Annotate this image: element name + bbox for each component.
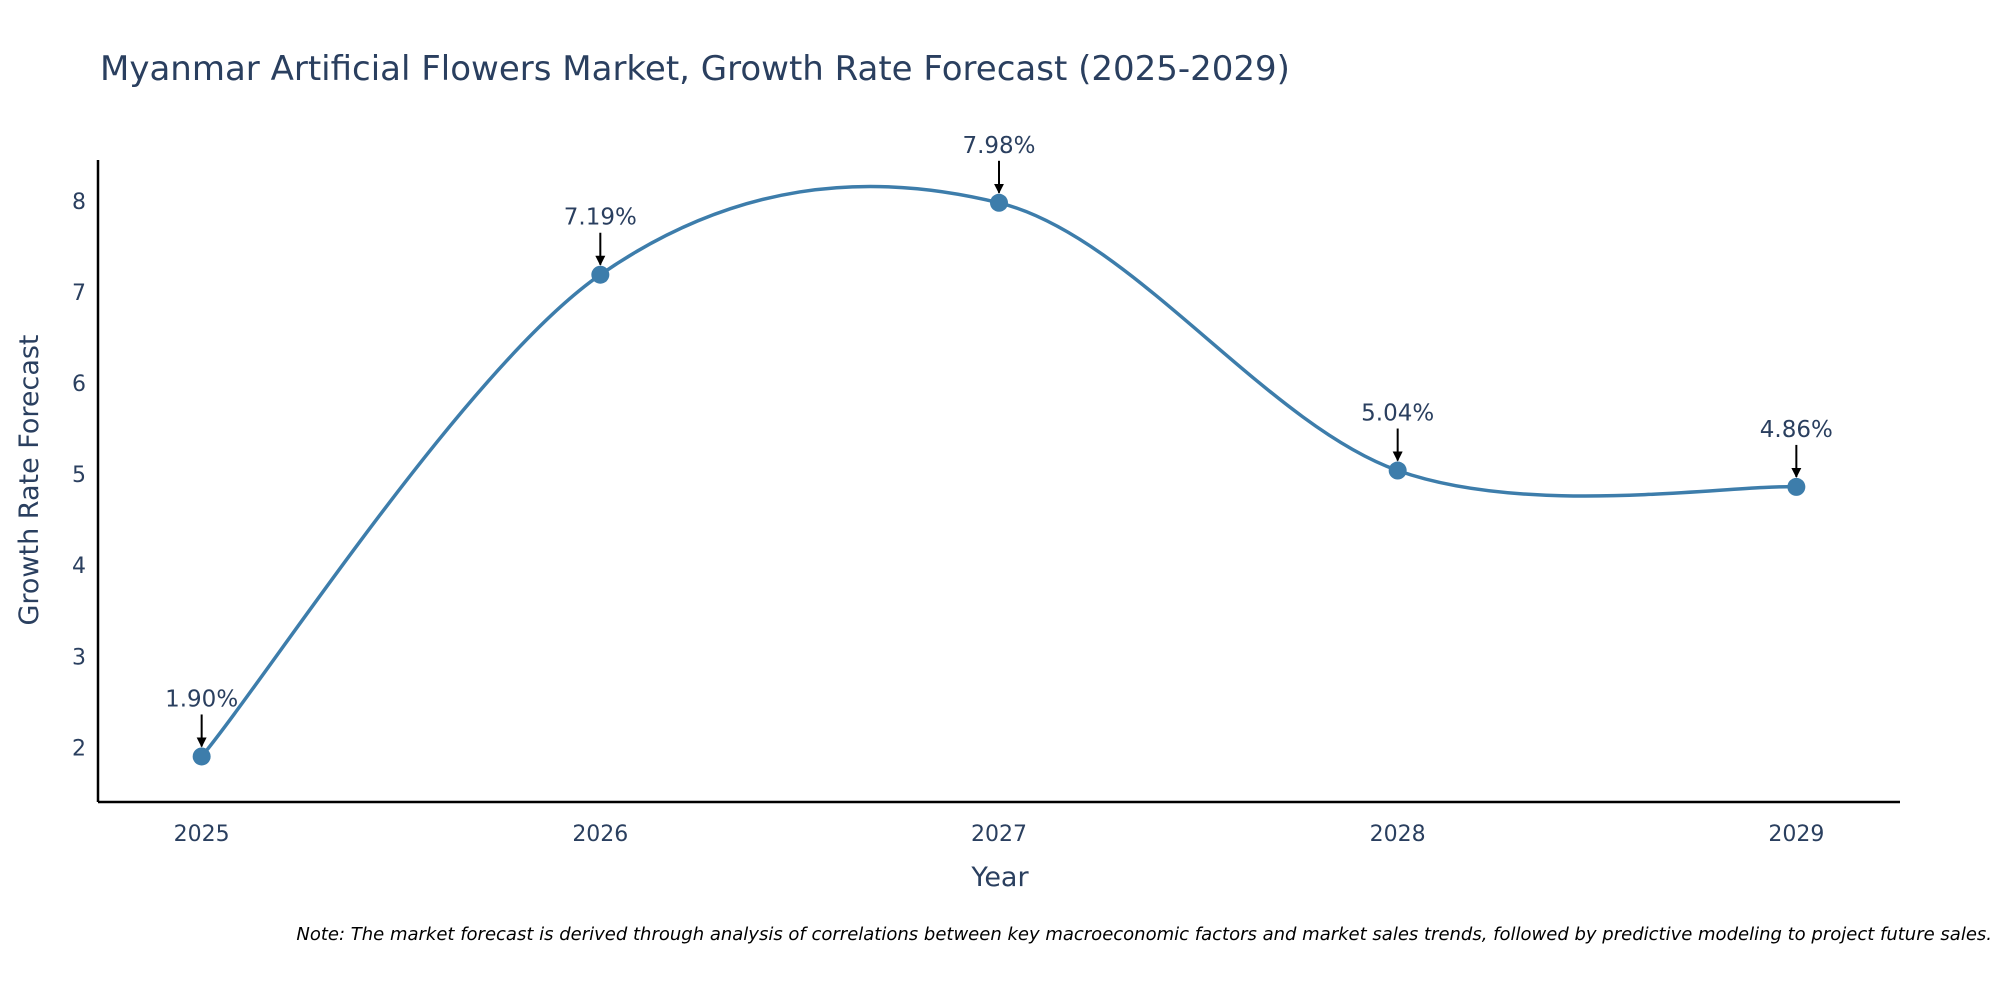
x-tick-label: 2029 [1768,822,1824,847]
x-tick-label: 2025 [174,822,230,847]
data-label: 5.04% [1361,401,1434,427]
x-tick-label: 2026 [572,822,628,847]
y-tick-label: 8 [72,190,86,215]
y-tick-label: 5 [72,463,86,488]
y-tick-label: 2 [72,736,86,761]
x-tick-label: 2028 [1370,822,1426,847]
series-line [200,184,1797,758]
y-tick-label: 4 [72,554,86,579]
y-tick-label: 7 [72,281,86,306]
data-label: 7.98% [962,133,1035,159]
y-axis-title: Growth Rate Forecast [14,334,45,625]
data-label: 7.19% [564,205,637,231]
data-point-marker [192,747,211,766]
data-label: 1.90% [165,686,238,712]
y-tick-label: 6 [72,372,86,397]
data-label: 4.86% [1760,417,1833,443]
y-tick-label: 3 [72,645,86,670]
data-point-marker [990,193,1008,212]
data-point-marker [1787,477,1806,496]
x-axis-title: Year [970,862,1029,893]
data-point-marker [1388,461,1407,480]
plot-area: 2 3 4 5 6 7 8 2025 2026 2027 2028 2029 1.90% 7.19% 7.9… [72,133,1900,847]
chart-title: Myanmar Artificial Flowers Market, Growt… [100,49,1290,89]
footnote: Note: The market forecast is derived thr… [296,924,1992,945]
x-tick-label: 2027 [971,822,1027,847]
data-point-marker [591,265,610,284]
